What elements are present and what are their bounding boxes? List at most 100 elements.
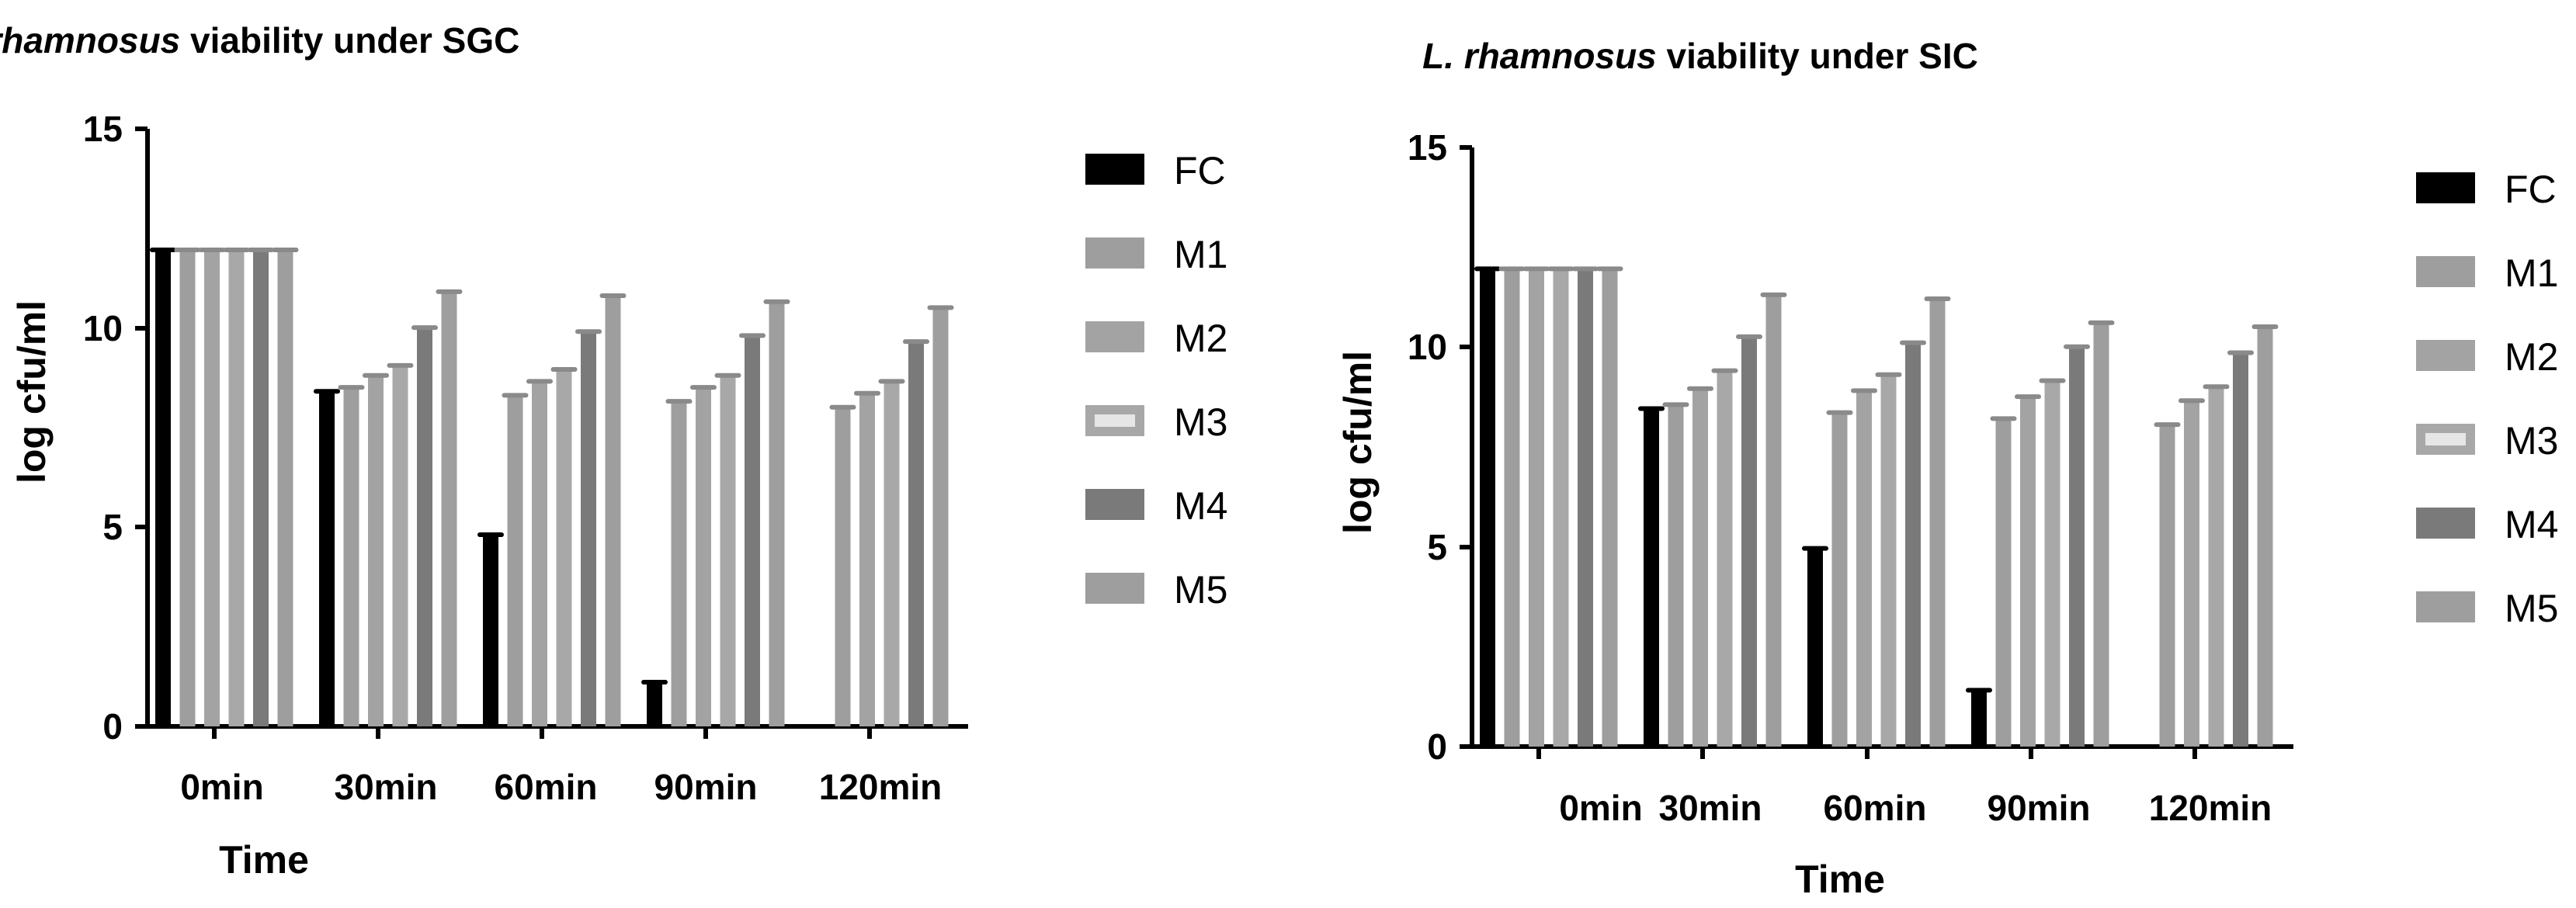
legend-item-m5: M5 bbox=[2416, 587, 2558, 630]
bar-m1-30min bbox=[343, 386, 359, 726]
legend-label: M5 bbox=[1174, 568, 1227, 612]
x-ticks: 0min 30min 60min 90min 120min bbox=[180, 726, 942, 807]
legend-label: M2 bbox=[2505, 335, 2558, 379]
x-ticks: 0min 30min 60min 90min 120min bbox=[1536, 747, 2272, 828]
legend-swatch-inner bbox=[2425, 433, 2466, 445]
bar-m2-60min bbox=[1856, 389, 1872, 747]
bar-m1-90min bbox=[671, 400, 687, 726]
chart-sic: L. rhamnosus viability under SIC log cfu… bbox=[1336, 36, 2558, 901]
bar-m2-120min bbox=[2184, 399, 2199, 747]
legend-item-m2: M2 bbox=[2416, 335, 2558, 379]
y-tick-label: 15 bbox=[1408, 127, 1447, 168]
y-tick-label: 0 bbox=[1427, 726, 1447, 767]
bar-m5-30min bbox=[1765, 293, 1782, 747]
legend-label: M1 bbox=[1174, 233, 1227, 276]
x-axis-label: Time bbox=[219, 838, 309, 882]
legend-item-m4: M4 bbox=[1085, 484, 1227, 528]
y-tick-label: 15 bbox=[83, 109, 123, 149]
bar-m3-120min bbox=[2208, 385, 2224, 747]
bar-fc-90min bbox=[1971, 688, 1987, 747]
bar-m3-120min bbox=[884, 379, 900, 726]
bar-m3-90min bbox=[2044, 379, 2060, 747]
bars bbox=[1474, 266, 2279, 747]
bar-fc-30min bbox=[1644, 407, 1659, 747]
y-tick-label: 10 bbox=[83, 308, 123, 348]
legend-swatch bbox=[1085, 154, 1144, 185]
bar-m1-90min bbox=[1995, 417, 2012, 747]
bar-m4-30min bbox=[417, 326, 432, 727]
bar-m5-30min bbox=[441, 289, 457, 726]
legend-item-m4: M4 bbox=[2416, 503, 2558, 546]
bar-m4-90min bbox=[2069, 345, 2085, 747]
bar-m5-60min bbox=[605, 294, 621, 726]
legend-item-m3: M3 bbox=[2416, 419, 2558, 463]
bar-m1-30min bbox=[1668, 403, 1684, 747]
bar-m4-60min bbox=[581, 330, 596, 726]
x-tick-label: 120min bbox=[819, 767, 943, 807]
bar-m5-60min bbox=[1929, 297, 1946, 747]
x-tick-label: 90min bbox=[654, 767, 758, 807]
legend-item-fc: FC bbox=[1085, 149, 1226, 192]
chart-sgc: L. rhamnosus viability under SGC log cfu… bbox=[0, 20, 1227, 882]
x-tick-label: 60min bbox=[1824, 788, 1927, 828]
y-axis-label: log cfu/ml bbox=[1336, 351, 1380, 534]
bar-m1-60min bbox=[507, 393, 523, 726]
bar-m4-0min bbox=[253, 248, 269, 726]
legend-label: M1 bbox=[2505, 251, 2558, 295]
bar-m5-90min bbox=[769, 300, 785, 726]
legend-item-m5: M5 bbox=[1085, 568, 1227, 612]
legend-swatch bbox=[2416, 256, 2475, 287]
bars bbox=[150, 248, 954, 727]
bar-m5-120min bbox=[932, 306, 949, 726]
bar-m2-90min bbox=[2020, 395, 2036, 747]
legend-swatch bbox=[1085, 573, 1144, 604]
bar-m3-60min bbox=[1880, 373, 1897, 747]
bar-m2-120min bbox=[859, 391, 875, 726]
legend-swatch bbox=[2416, 172, 2475, 203]
legend-item-m1: M1 bbox=[1085, 233, 1227, 276]
y-tick-label: 10 bbox=[1408, 327, 1447, 367]
legend-swatch-inner bbox=[1095, 414, 1135, 427]
x-tick-label: 90min bbox=[1988, 788, 2091, 828]
bar-m1-120min bbox=[2159, 423, 2175, 747]
bar-fc-0min bbox=[155, 248, 171, 726]
chart-title: L. rhamnosus viability under SGC bbox=[0, 20, 519, 61]
bar-fc-0min bbox=[1480, 267, 1495, 747]
bar-m2-60min bbox=[532, 379, 547, 726]
legend-swatch bbox=[1085, 237, 1144, 269]
y-ticks: 0 5 10 15 bbox=[83, 109, 148, 747]
x-tick-label: 30min bbox=[335, 767, 438, 807]
legend-label: M5 bbox=[2505, 587, 2558, 630]
bar-m2-30min bbox=[368, 373, 384, 726]
bar-m1-0min bbox=[1504, 267, 1520, 747]
bar-fc-90min bbox=[647, 680, 662, 726]
bar-m1-0min bbox=[179, 248, 196, 726]
legend-swatch bbox=[2416, 508, 2475, 539]
legend-item-fc: FC bbox=[2416, 168, 2557, 211]
bar-m3-30min bbox=[1717, 369, 1733, 747]
bar-m2-0min bbox=[204, 248, 220, 726]
y-tick-label: 0 bbox=[102, 706, 123, 747]
x-axis-label: Time bbox=[1795, 858, 1885, 901]
legend-label: M4 bbox=[2505, 503, 2558, 546]
x-tick-label: 30min bbox=[1659, 788, 1762, 828]
bar-m2-90min bbox=[696, 386, 711, 726]
bar-m1-120min bbox=[835, 405, 851, 726]
legend-label: M3 bbox=[2505, 419, 2558, 463]
bar-fc-60min bbox=[483, 533, 498, 726]
legend-label: FC bbox=[2505, 168, 2557, 211]
bar-m3-0min bbox=[228, 248, 245, 726]
legend-label: M2 bbox=[1174, 317, 1227, 360]
legend-label: M4 bbox=[1174, 484, 1227, 528]
legend: FC M1 M2 M3 M4 M5 bbox=[2416, 168, 2558, 630]
bar-m4-0min bbox=[1578, 267, 1593, 747]
bar-m3-30min bbox=[392, 363, 408, 726]
legend-label: FC bbox=[1174, 149, 1226, 192]
legend-item-m3: M3 bbox=[1085, 400, 1227, 444]
y-tick-label: 5 bbox=[102, 507, 123, 547]
y-axis-label: log cfu/ml bbox=[10, 300, 54, 483]
legend-label: M3 bbox=[1174, 400, 1227, 444]
bar-m4-60min bbox=[1905, 341, 1921, 747]
bar-fc-30min bbox=[319, 390, 335, 726]
